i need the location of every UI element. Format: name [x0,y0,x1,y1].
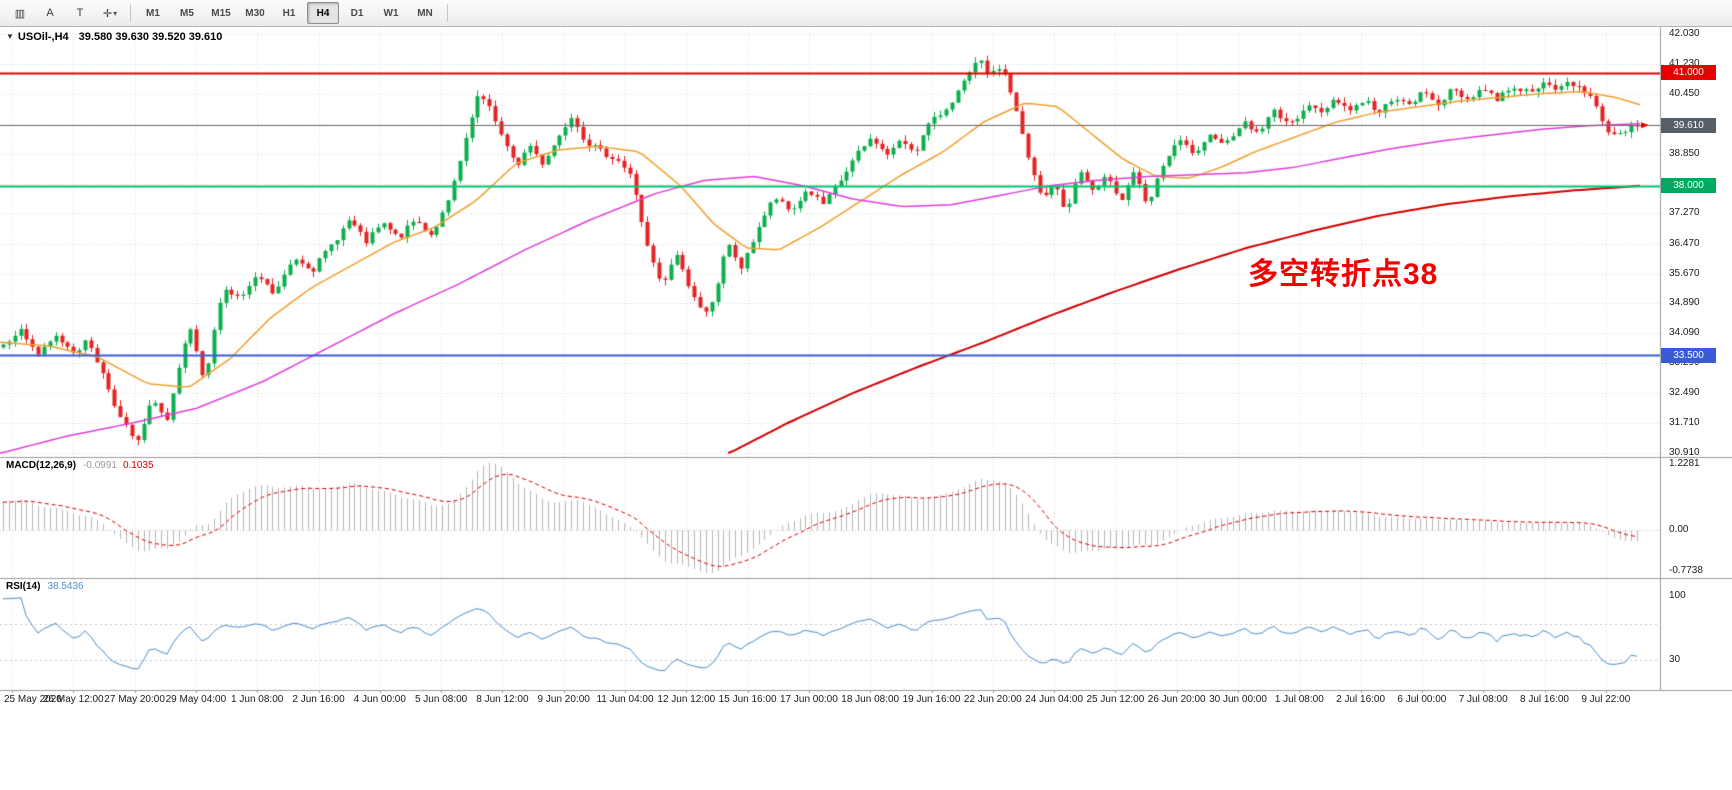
crosshair-tool-icon[interactable]: ✛ ▾ [102,7,118,20]
timeframe-button-m30[interactable]: M30 [245,7,265,19]
rsi-value: 38.5436 [47,581,84,592]
charts-grip-icon[interactable]: ▥ [14,7,26,20]
time-tick-label: 4 Jun 00:00 [353,694,406,705]
price-tick-label: 32.490 [1669,387,1700,399]
timeframe-button-mn[interactable]: MN [417,7,433,19]
time-tick-label: 25 May 2020 [4,694,62,705]
time-tick-label: 27 May 20:00 [104,694,165,705]
timeframe-buttons-group: M1 M5 M15 M30 H1 H4 D1 W1 MN [136,2,442,24]
price-tick-label: 36.470 [1669,237,1700,249]
macd-axis-label: 0.00 [1669,524,1689,536]
toolbar-separator [130,4,131,22]
rsi-axis-label: 30 [1669,654,1681,666]
price-tick-label: 30.910 [1669,447,1700,458]
price-tick-label: 34.890 [1669,297,1700,309]
rsi-indicator-header: RSI(14) 38.5436 [6,581,84,592]
time-tick-label: 17 Jun 00:00 [779,694,838,705]
time-tick-label: 19 Jun 16:00 [902,694,961,705]
price-tick-label: 40.450 [1669,87,1700,99]
time-tick-label: 5 Jun 08:00 [414,694,468,705]
time-tick-label: 25 Jun 12:00 [1086,694,1145,705]
time-tick-label: 7 Jul 08:00 [1458,694,1508,705]
time-axis[interactable]: 25 May 2020 26 May 12:00 27 May 20:00 29 Ma… [0,694,1660,712]
time-tick-label: 9 Jul 22:00 [1581,694,1631,705]
time-tick-label: 15 Jun 16:00 [718,694,777,705]
time-tick-label: 1 Jun 08:00 [231,694,284,705]
price-line-label-33.500: 33.500 [1661,347,1716,363]
price-tick-label: 42.030 [1669,28,1700,39]
macd-axis-label: -0.7738 [1669,565,1703,576]
price-line-label-39.610: 39.610 [1661,117,1716,133]
time-tick-label: 18 Jun 08:00 [841,694,900,705]
time-tick-label: 24 Jun 04:00 [1025,694,1084,705]
price-tick-label: 38.850 [1669,147,1700,159]
time-tick-label: 8 Jun 12:00 [476,694,529,705]
symbol-title: USOil-,H4 [17,31,69,43]
rsi-axis-label: 100 [1669,590,1686,601]
rsi-label: RSI(14) [6,581,41,592]
timeframe-button-h1[interactable]: H1 [282,7,296,19]
time-tick-label: 2 Jun 16:00 [292,694,345,705]
time-tick-label: 1 Jul 08:00 [1274,694,1324,705]
price-axis[interactable]: 42.03041.23040.45039.65038.85038.05037.2… [1660,0,1732,712]
chart-annotation-text[interactable]: 多空转折点38 [1248,258,1439,291]
time-tick-label: 11 Jun 04:00 [596,694,654,705]
time-tick-label: 6 Jul 00:00 [1397,694,1447,705]
tool-icons-group: ▥ A T ✛ ▾ [5,2,125,24]
time-tick-label: 26 Jun 20:00 [1147,694,1206,705]
price-tick-label: 31.710 [1669,416,1700,428]
price-tick-label: 34.090 [1669,327,1700,339]
timeframe-button-m1[interactable]: M1 [146,7,160,19]
macd-signal-value: 0.1035 [122,460,154,471]
time-tick-label: 22 Jun 20:00 [963,694,1022,705]
template-tool-icon[interactable]: T [76,7,84,19]
collapse-arrow-icon[interactable]: ▼ [6,32,14,41]
macd-indicator-header: MACD(12,26,9) -0.0991 0.1035 [6,460,154,471]
dropdown-caret-icon: ▾ [113,8,118,18]
time-tick-label: 9 Jun 20:00 [537,694,590,705]
timeframe-button-w1[interactable]: W1 [383,7,399,19]
price-tick-label: 37.270 [1669,207,1700,219]
timeframe-button-d1[interactable]: D1 [350,7,364,19]
price-chart-canvas[interactable] [0,0,1732,712]
top-toolbar: ▥ A T ✛ ▾ M1 M5 M15 M30 H1 H4 D1 W1 MN [0,0,1732,27]
time-tick-label: 30 Jun 00:00 [1209,694,1267,705]
ohlc-values: 39.580 39.630 39.520 39.610 [78,31,223,43]
price-line-label-41.000: 41.000 [1661,65,1716,81]
timeframe-button-m5[interactable]: M5 [180,7,194,19]
symbol-header: ▼ USOil-,H4 39.580 39.630 39.520 39.610 [6,31,222,43]
timeframe-button-h4[interactable]: H4 [307,2,339,24]
time-tick-label: 8 Jul 16:00 [1520,694,1569,705]
toolbar-separator [447,4,448,22]
text-label-tool-icon[interactable]: A [46,7,54,19]
price-tick-label: 41.230 [1669,58,1700,70]
timeframe-button-m15[interactable]: M15 [211,7,231,19]
time-tick-label: 29 May 04:00 [165,694,227,705]
time-tick-label: 2 Jul 16:00 [1336,694,1386,705]
time-tick-label: 26 May 12:00 [42,694,104,705]
macd-value: -0.0991 [83,460,117,471]
price-tick-label: 35.670 [1669,267,1700,279]
macd-axis-label: 1.2281 [1669,458,1700,469]
macd-label: MACD(12,26,9) [6,460,77,471]
time-tick-label: 12 Jun 12:00 [657,694,716,705]
price-line-label-38.000: 38.000 [1661,178,1716,194]
